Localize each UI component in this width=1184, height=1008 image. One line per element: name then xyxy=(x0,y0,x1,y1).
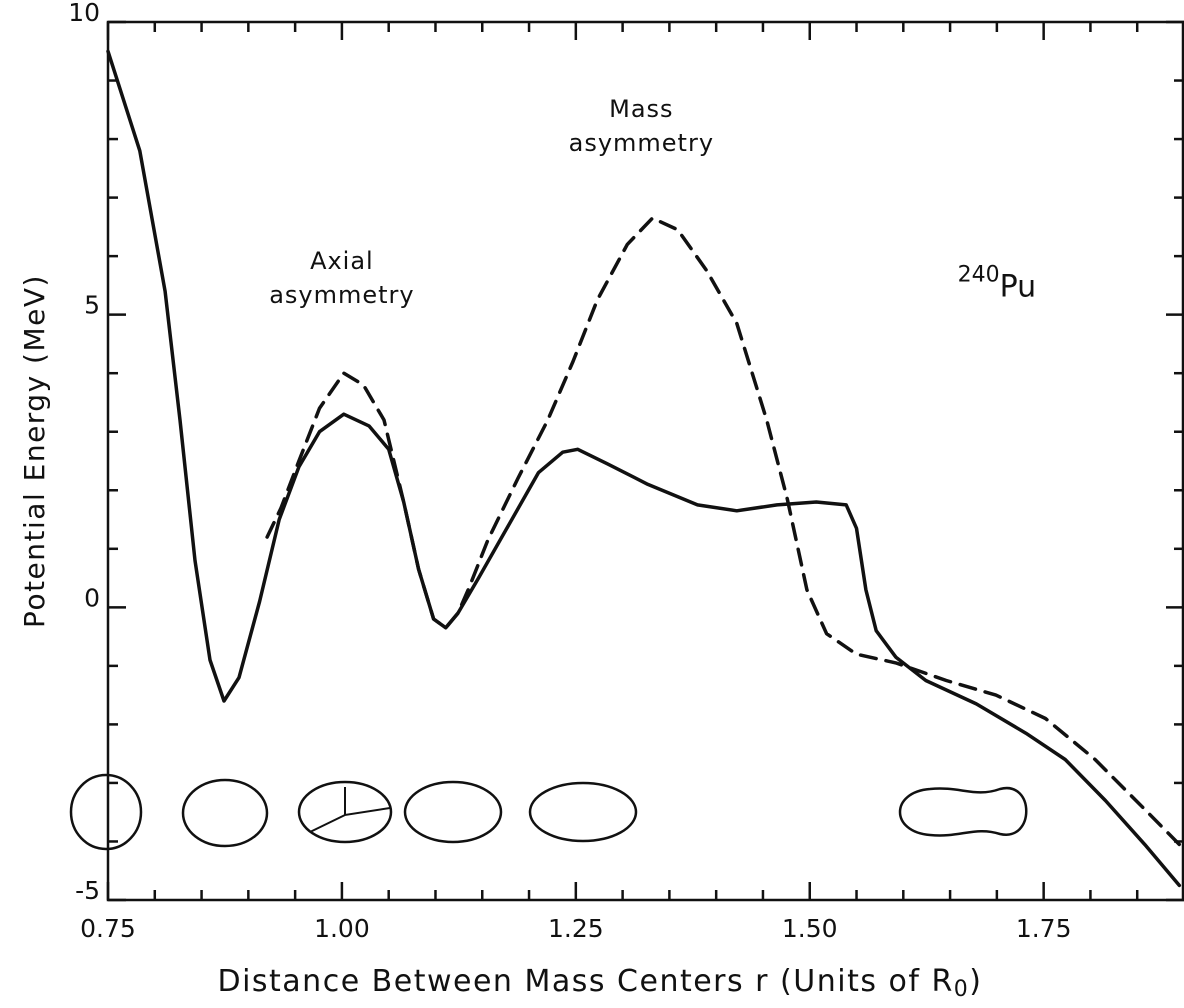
annotation: 240Pu xyxy=(958,262,1037,304)
x-tick-label: 1.50 xyxy=(782,914,838,943)
shape-sphere xyxy=(69,773,143,851)
annotation: Axial xyxy=(310,247,374,275)
y-tick-label: -5 xyxy=(75,876,100,905)
data-line xyxy=(106,49,1182,888)
y-tick-label: 5 xyxy=(84,291,100,320)
annotation: Mass xyxy=(609,95,673,123)
x-axis-label: Distance Between Mass Centers r (Units o… xyxy=(217,964,982,1003)
nucleus-shapes xyxy=(69,773,1028,851)
x-tick-label: 1.00 xyxy=(314,914,370,943)
y-axis-label: Potential Energy (MeV) xyxy=(18,274,51,628)
y-tick-label: 10 xyxy=(68,0,100,27)
data-line xyxy=(265,216,1182,847)
shape-axes xyxy=(309,787,391,833)
x-axis-label-sub: 0 xyxy=(954,977,970,1002)
plot-frame xyxy=(106,20,1184,902)
x-tick-label: 1.75 xyxy=(1016,914,1072,943)
shape-oblate xyxy=(181,778,269,848)
y-tick-label: 0 xyxy=(84,583,100,612)
x-axis-label-end: ) xyxy=(969,964,982,999)
x-tick-label: 1.25 xyxy=(548,914,604,943)
annotation-text: Pu xyxy=(1000,269,1037,304)
annotation: asymmetry xyxy=(269,281,414,309)
annotation: asymmetry xyxy=(569,129,714,157)
shape-necked xyxy=(898,786,1028,837)
shape-prolate xyxy=(403,780,503,844)
annotation-sup: 240 xyxy=(958,262,1000,287)
x-axis-label-text: Distance Between Mass Centers r (Units o… xyxy=(217,964,953,999)
shape-elongated xyxy=(528,781,638,843)
x-tick-label: 0.75 xyxy=(80,914,136,943)
